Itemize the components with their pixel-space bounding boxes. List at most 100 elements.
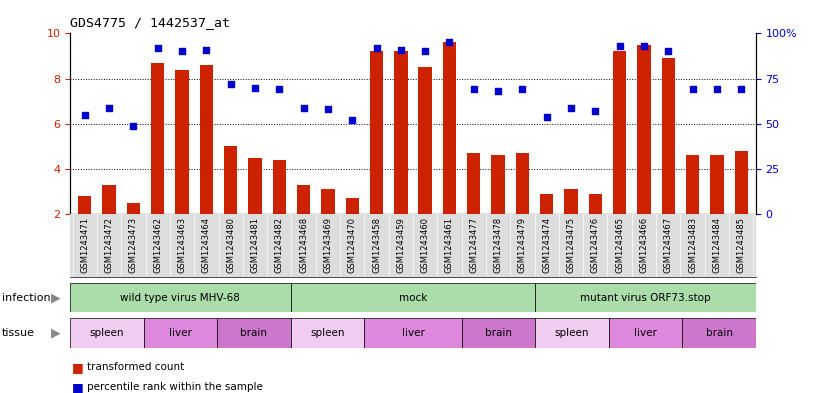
Text: percentile rank within the sample: percentile rank within the sample	[87, 382, 263, 392]
Text: mock: mock	[399, 293, 427, 303]
Bar	[419, 67, 432, 214]
Point	[540, 114, 553, 120]
Bar	[102, 185, 116, 214]
Point	[443, 39, 456, 46]
Text: mutant virus ORF73.stop: mutant virus ORF73.stop	[581, 293, 711, 303]
Text: GSM1243477: GSM1243477	[469, 217, 478, 273]
Text: liver: liver	[401, 328, 425, 338]
Point	[491, 88, 505, 94]
Bar	[224, 146, 237, 214]
Bar	[535, 318, 609, 348]
Bar	[175, 70, 188, 214]
Text: GSM1243480: GSM1243480	[226, 217, 235, 273]
Bar	[321, 189, 335, 214]
Text: spleen: spleen	[90, 328, 124, 338]
Text: GSM1243472: GSM1243472	[105, 217, 114, 273]
Point	[662, 48, 675, 55]
Bar	[78, 196, 92, 214]
Bar	[462, 318, 535, 348]
Point	[468, 86, 481, 93]
Bar	[515, 153, 529, 214]
Text: GDS4775 / 1442537_at: GDS4775 / 1442537_at	[70, 16, 230, 29]
Text: liver: liver	[634, 328, 657, 338]
Text: brain: brain	[485, 328, 512, 338]
Text: GSM1243476: GSM1243476	[591, 217, 600, 273]
Text: GSM1243468: GSM1243468	[299, 217, 308, 273]
Point	[200, 46, 213, 53]
Bar	[200, 65, 213, 214]
Point	[297, 105, 311, 111]
Point	[515, 86, 529, 93]
Text: spleen: spleen	[555, 328, 590, 338]
Bar	[589, 194, 602, 214]
Text: brain: brain	[240, 328, 268, 338]
Bar	[540, 194, 553, 214]
Text: GSM1243460: GSM1243460	[420, 217, 430, 273]
Bar	[564, 189, 577, 214]
Point	[370, 45, 383, 51]
Bar	[345, 198, 359, 214]
Bar	[734, 151, 748, 214]
Text: GSM1243459: GSM1243459	[396, 217, 406, 273]
Text: GSM1243484: GSM1243484	[712, 217, 721, 273]
Point	[102, 105, 116, 111]
Bar	[535, 283, 756, 312]
Text: GSM1243479: GSM1243479	[518, 217, 527, 273]
Bar	[613, 51, 626, 214]
Text: GSM1243465: GSM1243465	[615, 217, 624, 273]
Point	[589, 108, 602, 114]
Text: liver: liver	[169, 328, 192, 338]
Bar	[638, 45, 651, 214]
Point	[419, 48, 432, 55]
Text: GSM1243483: GSM1243483	[688, 217, 697, 273]
Bar	[682, 318, 756, 348]
Point	[686, 86, 699, 93]
Point	[345, 117, 358, 123]
Text: GSM1243473: GSM1243473	[129, 217, 138, 273]
Bar	[491, 155, 505, 214]
Point	[151, 45, 164, 51]
Text: GSM1243474: GSM1243474	[542, 217, 551, 273]
Bar	[144, 318, 217, 348]
Point	[394, 46, 407, 53]
Text: wild type virus MHV-68: wild type virus MHV-68	[121, 293, 240, 303]
Point	[734, 86, 748, 93]
Bar	[370, 51, 383, 214]
Text: tissue: tissue	[2, 328, 35, 338]
Point	[564, 105, 577, 111]
Text: GSM1243470: GSM1243470	[348, 217, 357, 273]
Text: GSM1243482: GSM1243482	[275, 217, 284, 273]
Bar	[273, 160, 286, 214]
Text: brain: brain	[705, 328, 733, 338]
Text: GSM1243485: GSM1243485	[737, 217, 746, 273]
Bar	[609, 318, 682, 348]
Point	[78, 112, 92, 118]
Text: spleen: spleen	[310, 328, 344, 338]
Bar	[443, 42, 456, 214]
Text: ▶: ▶	[51, 327, 61, 340]
Point	[175, 48, 188, 55]
Point	[224, 81, 237, 87]
Text: GSM1243481: GSM1243481	[250, 217, 259, 273]
Text: GSM1243469: GSM1243469	[324, 217, 332, 273]
Text: ■: ■	[72, 361, 83, 374]
Bar	[662, 58, 675, 214]
Bar	[126, 203, 140, 214]
Point	[613, 43, 626, 49]
Bar	[249, 158, 262, 214]
Bar	[394, 51, 407, 214]
Bar	[291, 283, 535, 312]
Bar	[297, 185, 311, 214]
Point	[127, 123, 140, 129]
Text: GSM1243464: GSM1243464	[202, 217, 211, 273]
Bar	[70, 318, 144, 348]
Text: ▶: ▶	[51, 291, 61, 304]
Point	[710, 86, 724, 93]
Text: transformed count: transformed count	[87, 362, 184, 373]
Text: GSM1243458: GSM1243458	[372, 217, 381, 273]
Text: ■: ■	[72, 380, 83, 393]
Point	[638, 43, 651, 49]
Text: GSM1243466: GSM1243466	[639, 217, 648, 273]
Bar	[710, 155, 724, 214]
Text: GSM1243462: GSM1243462	[154, 217, 162, 273]
